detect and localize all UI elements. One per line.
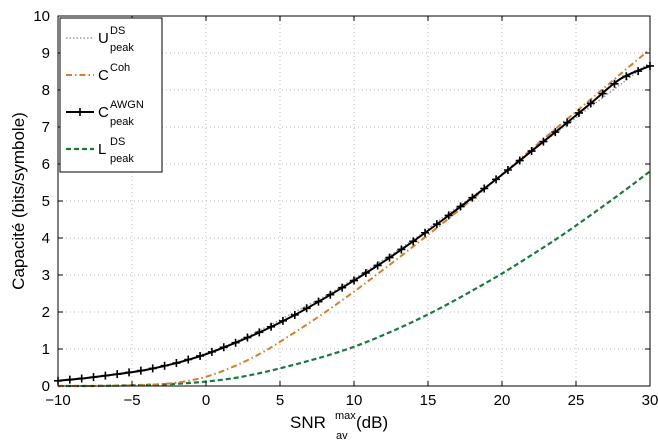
grid-lines — [58, 16, 650, 386]
series-marker — [409, 237, 418, 246]
x-tick-label: −5 — [123, 392, 140, 409]
series-marker — [551, 128, 560, 137]
x-axis-label: SNR max av (dB) — [290, 410, 388, 441]
legend-label-sup: DS — [110, 136, 125, 148]
series-marker — [231, 338, 240, 347]
series-marker — [634, 67, 643, 76]
series-marker — [610, 79, 619, 88]
series-marker — [432, 220, 441, 229]
legend-label-sub: peak — [110, 116, 134, 128]
series-marker — [385, 253, 394, 262]
series-marker — [326, 290, 335, 299]
legend-marker — [76, 108, 84, 116]
series-marker — [101, 371, 110, 380]
series-layer — [54, 48, 654, 388]
legend-label-sup: Coh — [110, 62, 130, 74]
x-tick-label: 5 — [276, 392, 284, 409]
y-tick-label: 4 — [42, 230, 50, 247]
series-marker — [421, 228, 430, 237]
series-marker — [65, 375, 74, 384]
series-marker — [172, 359, 181, 368]
legend-label-sub: peak — [110, 153, 134, 165]
legend-label-sub: peak — [110, 42, 134, 54]
series-marker — [267, 322, 276, 331]
series-marker — [515, 156, 524, 165]
series-marker — [207, 347, 216, 356]
y-tick-label: 8 — [42, 82, 50, 99]
series-marker — [598, 89, 607, 98]
y-tick-label: 7 — [42, 119, 50, 136]
series-marker — [361, 269, 370, 278]
y-tick-label: 10 — [33, 8, 50, 25]
x-tick-label: 30 — [642, 392, 658, 409]
series-marker — [125, 368, 134, 377]
legend-label-main: C — [98, 67, 109, 84]
series-marker — [350, 276, 358, 285]
axis-ticks: −10 −5 0 5 10 15 20 25 30 0 1 2 3 4 5 6 7 8 9 10 — [33, 8, 658, 409]
x-axis-label-sup: max — [335, 410, 356, 422]
x-tick-label: 15 — [420, 392, 437, 409]
series-marker — [539, 137, 548, 146]
y-tick-label: 2 — [42, 304, 50, 321]
y-tick-label: 1 — [42, 341, 50, 358]
x-tick-label: 10 — [346, 392, 363, 409]
legend-label-main: U — [98, 30, 109, 47]
y-tick-label: 3 — [42, 267, 50, 284]
x-tick-label: 25 — [568, 392, 585, 409]
series-marker — [586, 99, 595, 108]
series-marker — [622, 72, 631, 81]
series-marker — [136, 366, 145, 375]
y-tick-label: 9 — [42, 45, 50, 62]
legend-label-main: C — [98, 104, 109, 121]
series-marker — [527, 147, 536, 156]
x-tick-label: 20 — [494, 392, 511, 409]
series-marker — [574, 108, 583, 117]
x-tick-label: 0 — [202, 392, 210, 409]
x-axis-label-unit: (dB) — [356, 413, 388, 432]
series-marker — [480, 184, 489, 193]
series-marker — [397, 245, 406, 254]
x-tick-label: −10 — [45, 392, 70, 409]
legend-label-sup: DS — [110, 25, 125, 37]
series-marker — [503, 165, 512, 174]
series-marker — [255, 328, 264, 337]
series-marker — [184, 355, 193, 364]
series-marker — [290, 310, 299, 319]
series-marker — [314, 297, 323, 306]
series-line-1 — [57, 48, 651, 388]
series-marker — [278, 316, 287, 325]
series-marker — [219, 343, 228, 352]
legend-label-sup: AWGN — [110, 99, 144, 111]
series-marker — [160, 361, 169, 370]
series-marker — [148, 364, 157, 373]
series-marker — [563, 118, 572, 127]
series-marker — [89, 373, 98, 382]
series-marker — [113, 370, 122, 379]
series-marker — [196, 351, 205, 360]
series-marker — [373, 261, 382, 270]
series-marker — [243, 333, 252, 342]
series-marker — [338, 283, 347, 292]
series-marker — [492, 175, 501, 184]
series-marker — [456, 202, 465, 211]
legend-label-main: L — [98, 141, 106, 158]
y-tick-label: 5 — [42, 193, 50, 210]
x-axis-label-main: SNR — [290, 413, 326, 432]
y-axis-label: Capacité (bits/symbole) — [9, 112, 28, 290]
series-marker — [77, 374, 86, 383]
series-marker — [468, 193, 477, 202]
y-tick-label: 6 — [42, 156, 50, 173]
legend-box — [59, 17, 163, 173]
y-tick-label: 0 — [42, 378, 50, 395]
x-axis-label-sub: av — [336, 430, 348, 441]
series-marker — [444, 211, 453, 220]
series-marker — [302, 304, 311, 313]
